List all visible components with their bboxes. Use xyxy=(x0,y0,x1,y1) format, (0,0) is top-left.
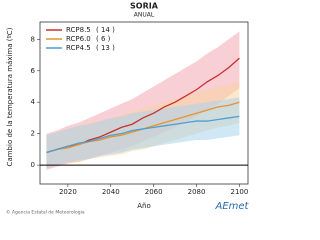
y-axis-label: Cambio de la temperatura máxima (ºC) xyxy=(6,27,14,166)
legend-label: RCP6.0 xyxy=(66,35,91,43)
series-line xyxy=(46,115,240,154)
chart: SORIA ANUAL Cambio de la temperatura máx… xyxy=(6,2,250,216)
chart-subtitle: ANUAL xyxy=(134,12,155,19)
legend-count: ( 6 ) xyxy=(96,35,111,43)
chart-title: SORIA xyxy=(130,2,159,11)
legend-count: ( 14 ) xyxy=(96,26,115,34)
x-tick-label: 2040 xyxy=(102,188,120,196)
legend-label: RCP4.5 xyxy=(66,44,91,52)
legend-count: ( 13 ) xyxy=(96,44,115,52)
source: © Agencia Estatal de Meteorología xyxy=(6,209,85,216)
x-tick-label: 2100 xyxy=(231,188,249,196)
x-tick-label: 2080 xyxy=(188,188,206,196)
legend-label: RCP8.5 xyxy=(66,26,91,34)
y-tick-label: 0 xyxy=(31,161,35,169)
x-axis-label: Año xyxy=(137,202,151,210)
logo: AEmet xyxy=(215,201,250,212)
y-tick-label: 8 xyxy=(31,35,35,43)
y-tick-label: 2 xyxy=(31,130,35,138)
y-tick-label: 6 xyxy=(31,67,36,75)
y-tick-label: 4 xyxy=(31,98,36,106)
x-tick-label: 2060 xyxy=(145,188,163,196)
x-tick-label: 2020 xyxy=(59,188,77,196)
